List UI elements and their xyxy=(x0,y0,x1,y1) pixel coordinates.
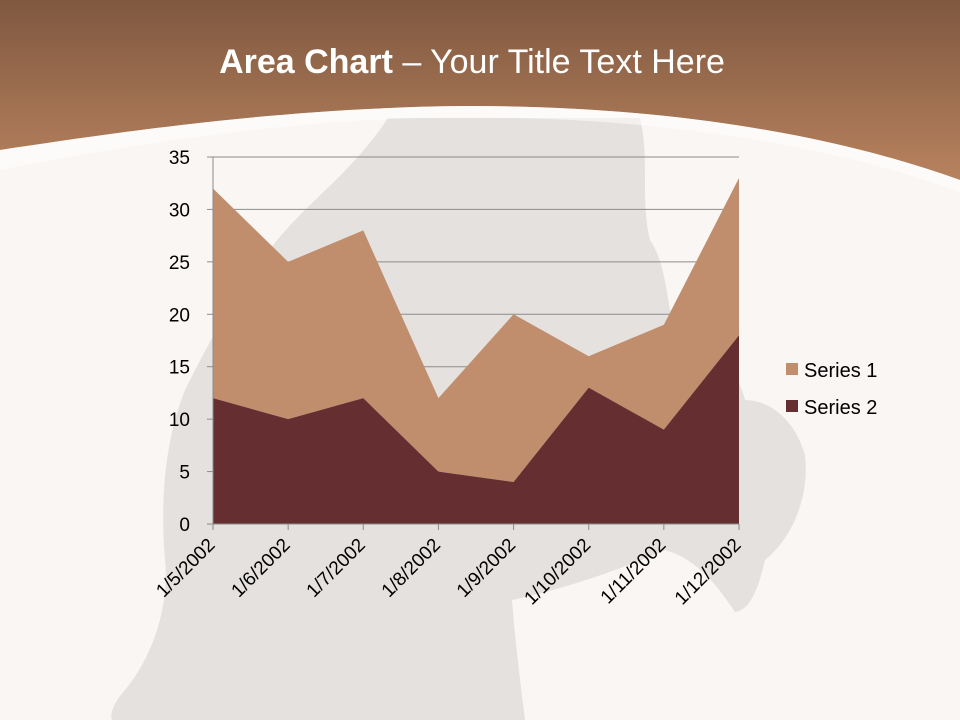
x-tick-label: 1/8/2002 xyxy=(378,535,445,602)
series-1-area xyxy=(213,177,739,483)
title-rest-part: – Your Title Text Here xyxy=(392,43,725,81)
y-tick-label: 20 xyxy=(169,305,190,326)
slide-title: Area Chart – Your Title Text Here xyxy=(0,38,944,86)
x-tick-label: 1/11/2002 xyxy=(597,535,671,609)
series-2-area xyxy=(213,335,739,524)
y-tick-label: 10 xyxy=(169,410,190,431)
plot-areas xyxy=(213,177,739,524)
y-tick-label: 30 xyxy=(169,200,190,221)
x-tick-label: 1/7/2002 xyxy=(303,535,370,602)
legend: Series 1 Series 2 xyxy=(786,360,877,419)
y-tick-label: 25 xyxy=(169,253,190,274)
y-tick-label: 5 xyxy=(179,463,190,484)
x-tick-label: 1/9/2002 xyxy=(453,535,520,602)
y-tick-label: 35 xyxy=(169,148,190,169)
x-tick-label: 1/6/2002 xyxy=(228,535,295,602)
header-swoosh xyxy=(0,106,960,192)
legend-swatch xyxy=(786,400,798,412)
legend-label: Series 1 xyxy=(804,360,877,382)
y-tick-label: 15 xyxy=(169,358,190,379)
x-tick-label: 1/12/2002 xyxy=(671,535,746,610)
x-tick-label: 1/5/2002 xyxy=(152,535,219,602)
header-band xyxy=(0,0,960,180)
y-tick-label: 0 xyxy=(179,515,190,536)
legend-label: Series 2 xyxy=(804,397,877,419)
legend-swatch xyxy=(786,363,798,375)
x-tick-label: 1/10/2002 xyxy=(521,535,596,610)
title-bold-part: Area Chart xyxy=(219,43,393,81)
